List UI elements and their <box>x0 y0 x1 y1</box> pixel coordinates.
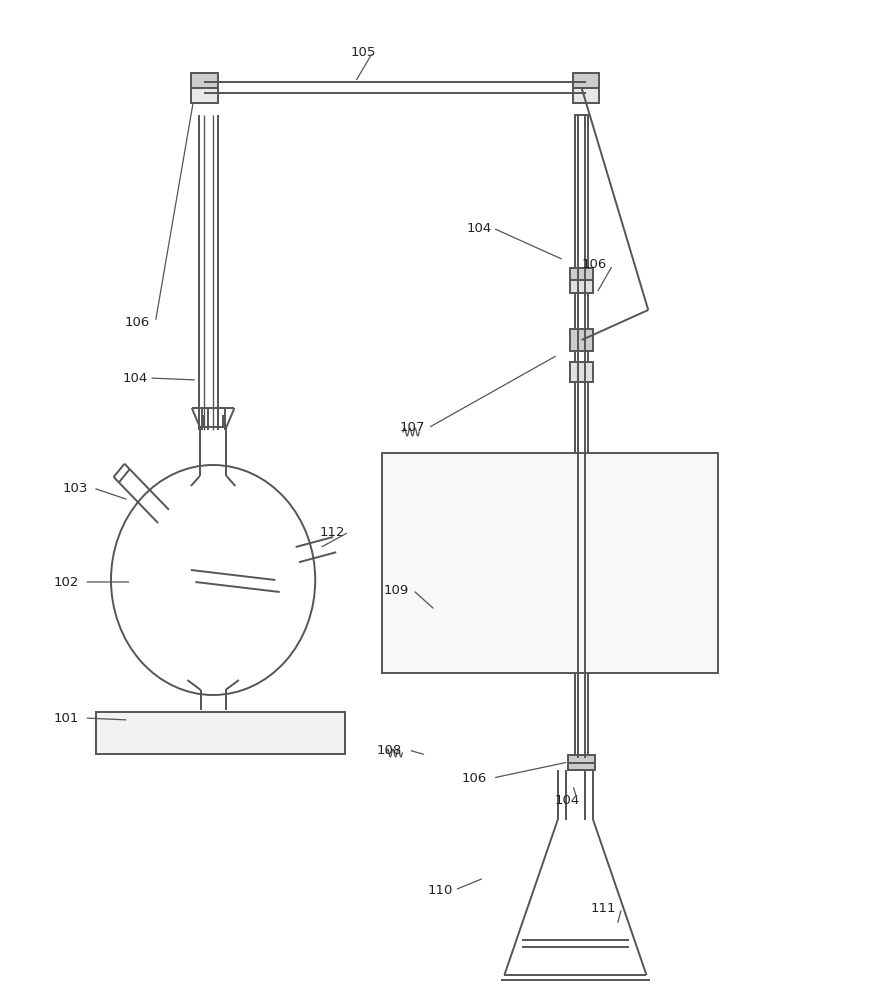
Text: 110: 110 <box>428 884 454 896</box>
Text: 107: 107 <box>400 421 425 434</box>
Bar <box>573 88 599 103</box>
Bar <box>575 115 588 758</box>
Bar <box>570 329 593 351</box>
Text: 108: 108 <box>377 744 401 756</box>
Bar <box>191 73 218 88</box>
Text: 106: 106 <box>582 258 607 271</box>
Text: 109: 109 <box>384 583 408 596</box>
Text: 101: 101 <box>53 712 79 724</box>
Text: 104: 104 <box>555 794 580 806</box>
Bar <box>96 712 345 754</box>
Text: 106: 106 <box>124 316 149 329</box>
Bar <box>573 73 599 88</box>
Text: 103: 103 <box>62 482 88 494</box>
Bar <box>570 362 593 382</box>
Text: 106: 106 <box>462 772 487 784</box>
Text: 102: 102 <box>53 575 79 588</box>
Bar <box>191 88 218 103</box>
Bar <box>570 280 593 292</box>
Text: 112: 112 <box>320 526 345 538</box>
Text: 104: 104 <box>466 222 491 234</box>
Text: 104: 104 <box>123 371 147 384</box>
Text: 105: 105 <box>351 45 377 58</box>
Bar <box>382 453 718 673</box>
Bar <box>570 267 593 280</box>
Text: 111: 111 <box>591 902 616 914</box>
Bar <box>568 755 595 770</box>
